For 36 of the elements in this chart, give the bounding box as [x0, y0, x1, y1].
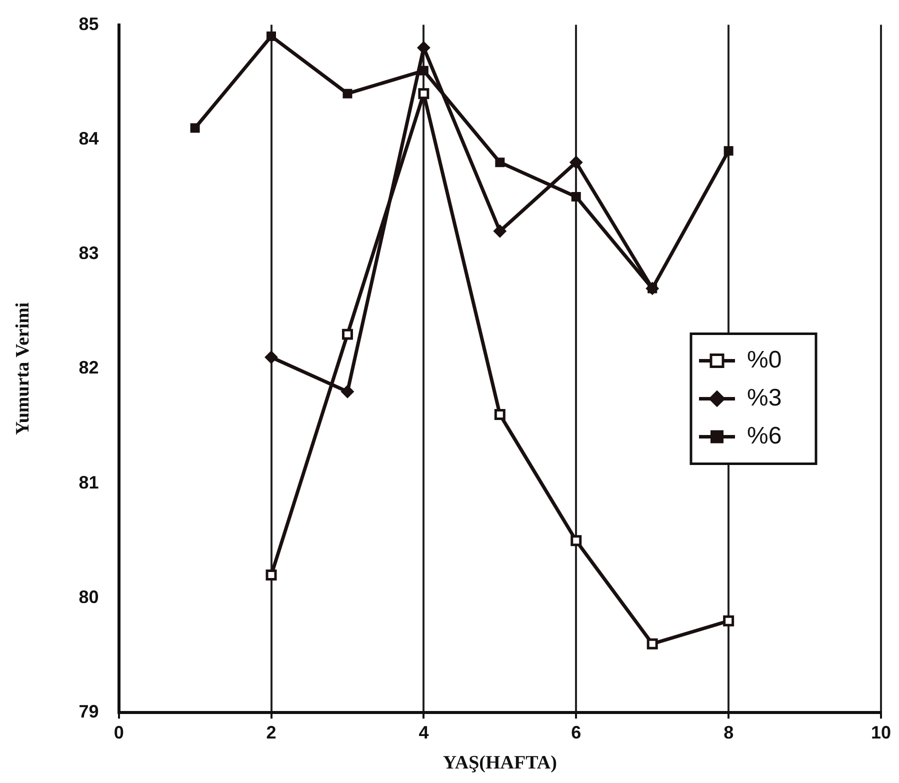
point: [264, 350, 278, 364]
x-tick-label: 8: [724, 722, 734, 742]
point: [190, 123, 200, 133]
point: [342, 88, 352, 98]
legend-label: %0: [747, 346, 782, 374]
point: [495, 158, 505, 168]
x-tick-label: 10: [870, 722, 892, 742]
point: [266, 570, 277, 581]
y-tick-label: 82: [78, 358, 99, 378]
x-tick-label: 2: [266, 722, 276, 742]
point: [724, 146, 734, 156]
point: [570, 535, 582, 546]
point: [570, 156, 583, 169]
legend-label: %6: [747, 422, 782, 450]
point: [418, 88, 430, 100]
y-tick-label: 81: [78, 472, 99, 492]
x-axis-title: YAŞ(HAFTA): [442, 752, 557, 774]
y-tick-label: 79: [78, 702, 99, 722]
y-tick-label: 84: [78, 128, 99, 148]
x-tick-label: 6: [571, 722, 582, 742]
point: [418, 66, 428, 76]
y-axis-title: Yumurta Verimi: [12, 302, 34, 436]
point: [723, 615, 734, 626]
point: [571, 192, 581, 202]
point: [646, 638, 658, 650]
x-tick-label: 0: [114, 722, 124, 742]
legend-label: %3: [747, 384, 782, 412]
point: [342, 328, 353, 340]
x-tick-label: 4: [418, 722, 429, 742]
y-tick-label: 83: [78, 243, 99, 264]
point: [266, 32, 276, 42]
point: [493, 224, 506, 238]
y-tick-label: 85: [78, 14, 99, 34]
y-tick-label: 80: [78, 586, 99, 607]
point: [340, 385, 354, 398]
point: [494, 409, 506, 420]
